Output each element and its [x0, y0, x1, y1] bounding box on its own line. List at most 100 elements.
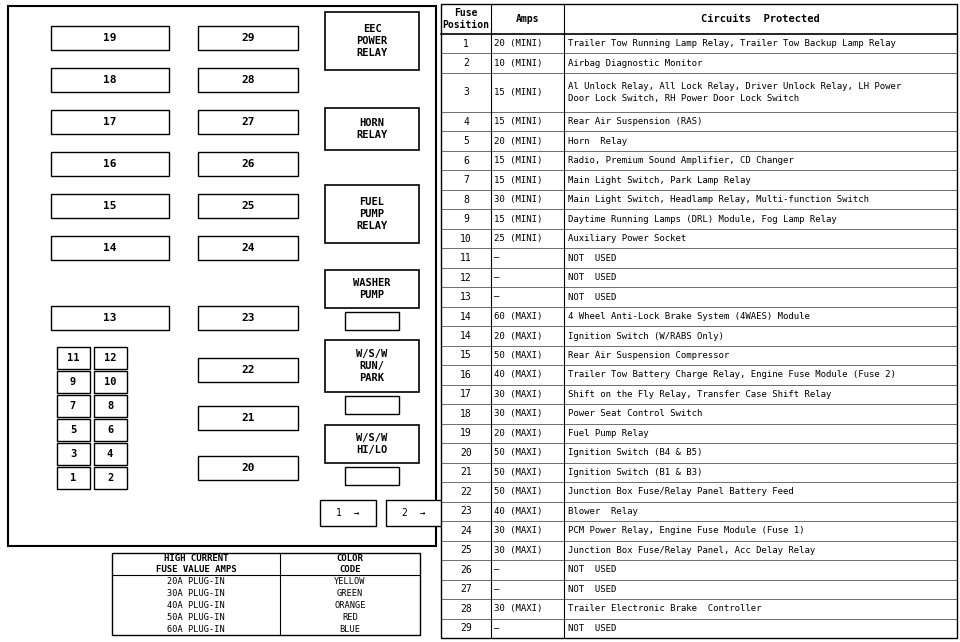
Text: 4: 4 — [107, 449, 113, 459]
Text: 1  →: 1 → — [336, 508, 360, 518]
Text: 30 (MINI): 30 (MINI) — [494, 195, 542, 204]
Text: Shift on the Fly Relay, Transfer Case Shift Relay: Shift on the Fly Relay, Transfer Case Sh… — [568, 390, 831, 399]
Text: 7: 7 — [463, 175, 468, 185]
Text: Airbag Diagnostic Monitor: Airbag Diagnostic Monitor — [568, 58, 703, 67]
Bar — [57, 443, 89, 465]
Text: 23: 23 — [460, 507, 472, 516]
Text: 20 (MINI): 20 (MINI) — [494, 39, 542, 48]
Text: Amps: Amps — [516, 14, 540, 24]
Bar — [325, 340, 419, 392]
Bar — [57, 419, 89, 441]
Text: 17: 17 — [460, 390, 472, 399]
Text: Junction Box Fuse/Relay Panel Battery Feed: Junction Box Fuse/Relay Panel Battery Fe… — [568, 487, 794, 496]
Bar — [325, 108, 419, 150]
Text: 6: 6 — [107, 425, 113, 435]
Text: NOT  USED: NOT USED — [568, 585, 616, 594]
Text: 50 (MAXI): 50 (MAXI) — [494, 487, 542, 496]
Text: 5: 5 — [463, 136, 468, 146]
Text: 30A PLUG-IN: 30A PLUG-IN — [167, 589, 225, 598]
Text: 10: 10 — [104, 377, 116, 387]
Text: HORN
RELAY: HORN RELAY — [356, 117, 388, 140]
Text: WASHER
PUMP: WASHER PUMP — [353, 278, 391, 300]
Text: 26: 26 — [241, 159, 254, 169]
Text: Daytime Running Lamps (DRL) Module, Fog Lamp Relay: Daytime Running Lamps (DRL) Module, Fog … — [568, 214, 837, 223]
Text: NOT  USED: NOT USED — [568, 293, 616, 302]
Bar — [325, 12, 419, 70]
Text: 20: 20 — [241, 463, 254, 473]
Text: 4 Wheel Anti-Lock Brake System (4WAES) Module: 4 Wheel Anti-Lock Brake System (4WAES) M… — [568, 312, 810, 321]
Text: 12: 12 — [104, 353, 116, 363]
Text: 24: 24 — [241, 243, 254, 253]
Bar — [325, 185, 419, 243]
Text: NOT  USED: NOT USED — [568, 624, 616, 633]
Text: 19: 19 — [104, 33, 117, 43]
Bar — [93, 347, 127, 369]
Text: 10 (MINI): 10 (MINI) — [494, 58, 542, 67]
Text: 22: 22 — [460, 487, 472, 497]
Text: HIGH CURRENT
FUSE VALUE AMPS: HIGH CURRENT FUSE VALUE AMPS — [156, 554, 236, 574]
Text: 8: 8 — [463, 195, 468, 205]
Text: –: – — [494, 585, 499, 594]
Text: Junction Box Fuse/Relay Panel, Acc Delay Relay: Junction Box Fuse/Relay Panel, Acc Delay… — [568, 546, 815, 555]
Text: W/S/W
HI/LO: W/S/W HI/LO — [356, 433, 388, 455]
Bar — [93, 395, 127, 417]
Text: 8: 8 — [107, 401, 113, 411]
Text: 3: 3 — [70, 449, 76, 459]
Text: 2: 2 — [463, 58, 468, 68]
Text: 27: 27 — [241, 117, 254, 127]
Text: Main Light Switch, Park Lamp Relay: Main Light Switch, Park Lamp Relay — [568, 176, 751, 185]
Bar — [51, 68, 169, 92]
Text: 15 (MINI): 15 (MINI) — [494, 117, 542, 126]
Text: Al Unlock Relay, All Lock Relay, Driver Unlock Relay, LH Power
Door Lock Switch,: Al Unlock Relay, All Lock Relay, Driver … — [568, 82, 901, 103]
Text: –: – — [494, 254, 499, 263]
Bar — [198, 406, 298, 430]
Text: 15 (MINI): 15 (MINI) — [494, 156, 542, 165]
Text: Circuits  Protected: Circuits Protected — [701, 14, 820, 24]
Text: 27: 27 — [460, 584, 472, 594]
Text: 60 (MAXI): 60 (MAXI) — [494, 312, 542, 321]
Bar — [8, 6, 436, 546]
Text: 50 (MAXI): 50 (MAXI) — [494, 351, 542, 360]
Bar — [441, 4, 957, 638]
Text: 1: 1 — [463, 39, 468, 49]
Text: Trailer Tow Battery Charge Relay, Engine Fuse Module (Fuse 2): Trailer Tow Battery Charge Relay, Engine… — [568, 370, 896, 379]
Text: FUEL
PUMP
RELAY: FUEL PUMP RELAY — [356, 196, 388, 231]
Text: 6: 6 — [463, 155, 468, 166]
Text: 3: 3 — [463, 87, 468, 98]
Text: Ignition Switch (W/RABS Only): Ignition Switch (W/RABS Only) — [568, 331, 724, 340]
Text: 11: 11 — [460, 253, 472, 263]
Text: 19: 19 — [460, 428, 472, 438]
Text: 9: 9 — [463, 214, 468, 224]
Text: 50 (MAXI): 50 (MAXI) — [494, 448, 542, 457]
Text: 30 (MAXI): 30 (MAXI) — [494, 410, 542, 419]
Text: W/S/W
RUN/
PARK: W/S/W RUN/ PARK — [356, 349, 388, 383]
Text: 15 (MINI): 15 (MINI) — [494, 214, 542, 223]
Text: Radio, Premium Sound Amplifier, CD Changer: Radio, Premium Sound Amplifier, CD Chang… — [568, 156, 794, 165]
Bar — [325, 425, 419, 463]
Bar — [51, 236, 169, 260]
Text: 9: 9 — [70, 377, 76, 387]
Bar — [51, 152, 169, 176]
Text: Trailer Electronic Brake  Controller: Trailer Electronic Brake Controller — [568, 604, 761, 613]
Bar — [51, 194, 169, 218]
Text: 25: 25 — [460, 545, 472, 555]
Text: 14: 14 — [460, 311, 472, 322]
Text: 13: 13 — [460, 292, 472, 302]
Text: 28: 28 — [241, 75, 254, 85]
Bar — [198, 358, 298, 382]
Text: 17: 17 — [104, 117, 117, 127]
Text: 60A PLUG-IN: 60A PLUG-IN — [167, 625, 225, 634]
Bar — [345, 312, 399, 330]
Text: 25 (MINI): 25 (MINI) — [494, 234, 542, 243]
Bar — [93, 467, 127, 489]
Text: 18: 18 — [460, 409, 472, 419]
Text: 16: 16 — [104, 159, 117, 169]
Text: EEC
POWER
RELAY: EEC POWER RELAY — [356, 24, 388, 58]
Bar — [57, 347, 89, 369]
Text: Main Light Switch, Headlamp Relay, Multi-function Switch: Main Light Switch, Headlamp Relay, Multi… — [568, 195, 869, 204]
Text: –: – — [494, 293, 499, 302]
Bar — [57, 395, 89, 417]
Text: 22: 22 — [241, 365, 254, 375]
Text: –: – — [494, 624, 499, 633]
Bar — [57, 371, 89, 393]
